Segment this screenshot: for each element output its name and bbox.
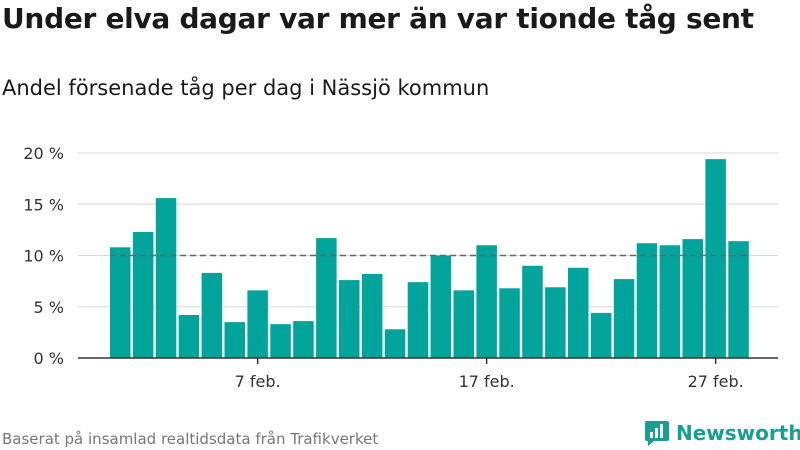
bar bbox=[201, 272, 223, 358]
newsworthy-logo-icon bbox=[645, 421, 669, 446]
y-tick-label: 10 % bbox=[23, 247, 64, 266]
y-tick-label: 5 % bbox=[34, 298, 64, 317]
source-note: Baserat på insamlad realtidsdata från Tr… bbox=[2, 430, 379, 448]
bar bbox=[659, 245, 681, 358]
bar bbox=[270, 324, 291, 358]
y-tick-label: 15 % bbox=[23, 195, 64, 214]
bar bbox=[499, 288, 520, 358]
x-tick-label: 7 feb. bbox=[235, 372, 281, 391]
bar bbox=[728, 241, 749, 358]
x-tick-label: 27 feb. bbox=[688, 372, 744, 391]
x-axis-ticks: 7 feb. 17 feb. 27 feb. bbox=[235, 358, 744, 391]
bar bbox=[453, 290, 474, 358]
y-axis-ticks: 0 % 5 % 10 % 15 % 20 % bbox=[23, 144, 64, 368]
bar bbox=[110, 247, 131, 358]
bar bbox=[247, 290, 268, 358]
bar bbox=[476, 245, 497, 358]
bar bbox=[293, 321, 314, 358]
bar bbox=[407, 282, 429, 358]
brand-name: Newsworthy bbox=[676, 421, 800, 445]
bar bbox=[636, 243, 658, 358]
bar bbox=[568, 267, 589, 358]
bar bbox=[613, 279, 635, 358]
bar bbox=[384, 329, 406, 358]
chart-title: Under elva dagar var mer än var tionde t… bbox=[2, 2, 754, 35]
bar bbox=[590, 312, 612, 358]
bar bbox=[522, 265, 543, 358]
bar bbox=[132, 231, 154, 358]
brand-logo[interactable]: Newsworthy bbox=[644, 419, 800, 447]
bar bbox=[705, 159, 726, 358]
bar bbox=[224, 322, 245, 358]
bar bbox=[155, 198, 177, 358]
y-tick-label: 20 % bbox=[23, 144, 64, 163]
bar bbox=[361, 273, 383, 358]
bar bbox=[545, 287, 566, 358]
chart-subtitle: Andel försenade tåg per dag i Nässjö kom… bbox=[2, 76, 490, 100]
x-tick-label: 17 feb. bbox=[459, 372, 515, 391]
y-tick-label: 0 % bbox=[34, 349, 64, 368]
bars bbox=[110, 159, 749, 358]
bar bbox=[178, 314, 200, 358]
bar bbox=[430, 255, 452, 358]
bar bbox=[316, 238, 337, 358]
bar bbox=[339, 280, 360, 358]
bar bbox=[682, 239, 703, 358]
